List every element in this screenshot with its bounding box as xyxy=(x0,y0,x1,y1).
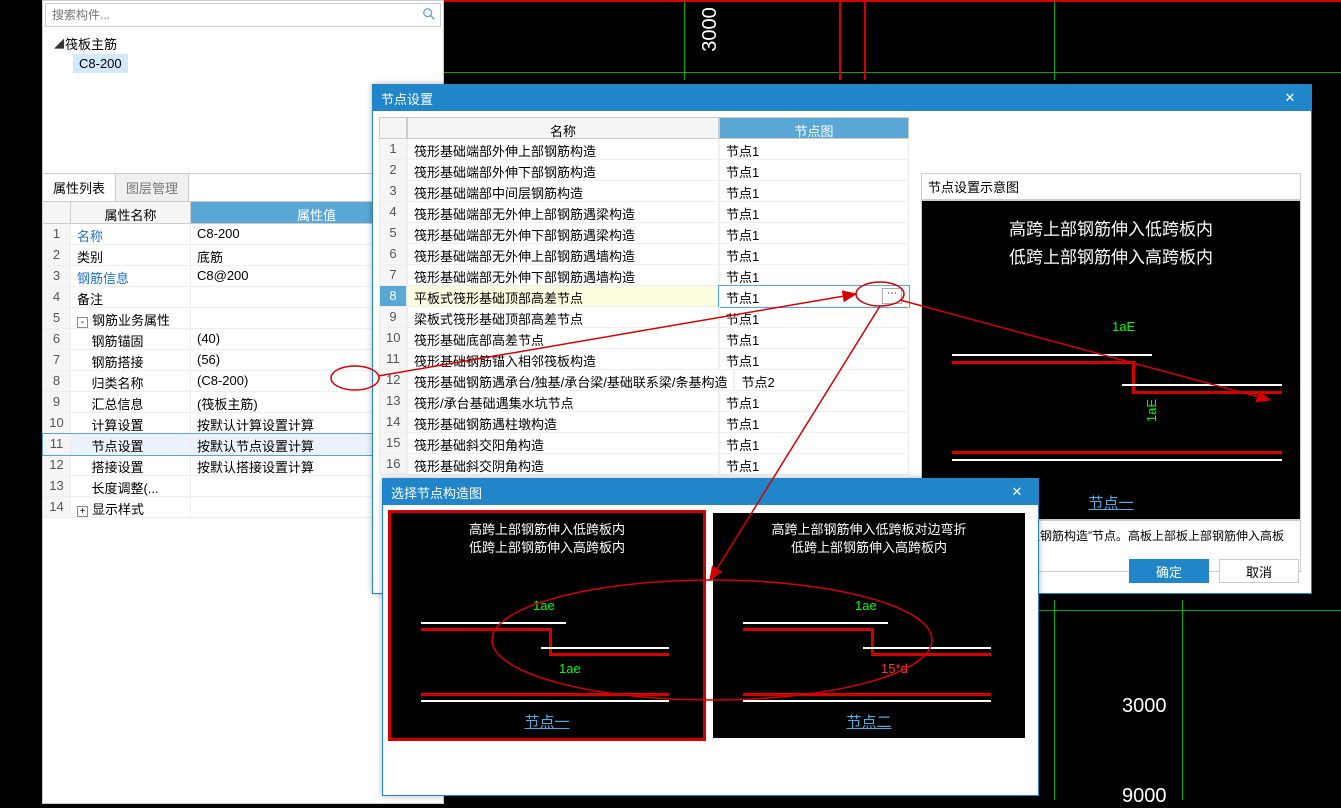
search-box xyxy=(45,3,441,27)
close-icon[interactable]: ✕ xyxy=(1004,484,1030,500)
node-row[interactable]: 7筏形基础端部无外伸下部钢筋遇墙构造节点1 xyxy=(379,265,909,286)
select-node-dialog: 选择节点构造图 ✕ 高跨上部钢筋伸入低跨板内 低跨上部钢筋伸入高跨板内 1ae … xyxy=(382,478,1039,796)
dim-3000-b: 3000 xyxy=(1122,695,1167,718)
ok-button[interactable]: 确定 xyxy=(1129,559,1209,583)
node-row[interactable]: 5筏形基础端部无外伸下部钢筋遇梁构造节点1 xyxy=(379,223,909,244)
node-row[interactable]: 10筏形基础底部高差节点节点1 xyxy=(379,328,909,349)
col-prop-name: 属性名称 xyxy=(71,202,191,223)
node-row[interactable]: 16筏形基础斜交阴角构造节点1 xyxy=(379,454,909,475)
node-row[interactable]: 14筏形基础钢筋遇柱墩构造节点1 xyxy=(379,412,909,433)
search-icon[interactable] xyxy=(422,7,436,24)
node-row[interactable]: 9梁板式筏形基础顶部高差节点节点1 xyxy=(379,307,909,328)
col-name: 名称 xyxy=(407,117,719,139)
node-row[interactable]: 4筏形基础端部无外伸上部钢筋遇梁构造节点1 xyxy=(379,202,909,223)
preview-figure: 高跨上部钢筋伸入低跨板内 低跨上部钢筋伸入高跨板内 1aE 1aE 节点一 xyxy=(921,200,1301,520)
node-option-2[interactable]: 高跨上部钢筋伸入低跨板对边弯折 低跨上部钢筋伸入高跨板内 1ae 15*d 节点… xyxy=(713,513,1025,738)
node-row[interactable]: 1筏形基础端部外伸上部钢筋构造节点1 xyxy=(379,139,909,160)
dim-9000: 9000 xyxy=(1122,785,1167,808)
node-row[interactable]: 13筏形/承台基础遇集水坑节点节点1 xyxy=(379,391,909,412)
preview-title: 节点设置示意图 xyxy=(921,173,1301,200)
dialog-title: 节点设置 xyxy=(381,89,433,108)
close-icon[interactable]: ✕ xyxy=(1277,90,1303,106)
node-row[interactable]: 3筏形基础端部中间层钢筋构造节点1 xyxy=(379,181,909,202)
component-tree: ◢筏板主筋 C8-200 xyxy=(43,29,443,73)
node-row[interactable]: 8平板式筏形基础顶部高差节点节点1⋯ xyxy=(379,286,909,307)
search-input[interactable] xyxy=(46,4,440,26)
cancel-button[interactable]: 取消 xyxy=(1219,559,1299,583)
tab-properties[interactable]: 属性列表 xyxy=(43,174,116,201)
dialog-title: 选择节点构造图 xyxy=(391,483,482,502)
tab-layers[interactable]: 图层管理 xyxy=(116,174,189,201)
dim-3000-a: 3000 xyxy=(699,7,722,52)
tree-item-selected[interactable]: C8-200 xyxy=(73,54,128,73)
node-row[interactable]: 2筏形基础端部外伸下部钢筋构造节点1 xyxy=(379,160,909,181)
node-row[interactable]: 15筏形基础斜交阳角构造节点1 xyxy=(379,433,909,454)
col-node: 节点图 xyxy=(719,117,909,139)
caret-icon[interactable]: ◢ xyxy=(53,35,65,51)
dialog-titlebar[interactable]: 选择节点构造图 ✕ xyxy=(383,479,1038,505)
node-option-1[interactable]: 高跨上部钢筋伸入低跨板内 低跨上部钢筋伸入高跨板内 1ae 1ae 节点一 xyxy=(391,513,703,738)
more-button[interactable]: ⋯ xyxy=(882,288,902,304)
tree-root[interactable]: 筏板主筋 xyxy=(65,34,117,53)
node-row[interactable]: 6筏形基础端部无外伸上部钢筋遇墙构造节点1 xyxy=(379,244,909,265)
node-table: 名称 节点图 1筏形基础端部外伸上部钢筋构造节点12筏形基础端部外伸下部钢筋构造… xyxy=(379,117,909,475)
dialog-titlebar[interactable]: 节点设置 ✕ xyxy=(373,85,1311,111)
node-row[interactable]: 11筏形基础钢筋锚入相邻筏板构造节点1 xyxy=(379,349,909,370)
node-row[interactable]: 12筏形基础钢筋遇承台/独基/承台梁/基础联系梁/条基构造节点2 xyxy=(379,370,909,391)
